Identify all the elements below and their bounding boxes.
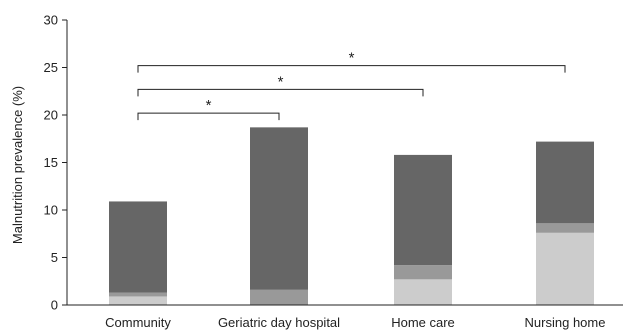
y-tick-label: 30: [44, 13, 58, 28]
bar-segment: [536, 141, 594, 224]
bar-segment: [250, 289, 308, 305]
significance-star: *: [278, 73, 284, 90]
bar-segment: [394, 154, 452, 266]
y-tick-label: 20: [44, 108, 58, 123]
bar-segment: [394, 279, 452, 305]
bar-segment: [536, 223, 594, 233]
bar-segment: [536, 232, 594, 305]
bars-layer: [109, 127, 594, 305]
bar-segment: [394, 265, 452, 280]
y-tick-label: 5: [51, 250, 58, 265]
axes-layer: 0 5 10 15 20 25 30 Community Geriatric day hospi…: [44, 13, 623, 330]
bar-segment: [109, 292, 167, 297]
x-tick-label: Community: [105, 315, 171, 330]
significance-star: *: [206, 97, 212, 114]
bar-segment: [109, 296, 167, 305]
significance-bracket: [137, 88, 424, 97]
significance-star: *: [349, 50, 355, 67]
y-tick-label: 10: [44, 203, 58, 218]
bar-segment: [109, 201, 167, 293]
significance-bracket: [137, 112, 280, 121]
y-tick-label: 15: [44, 155, 58, 170]
x-tick-label: Home care: [391, 315, 455, 330]
x-tick-label: Geriatric day hospital: [218, 315, 340, 330]
y-axis-label: Malnutrition prevalence (%): [10, 86, 25, 244]
bar-segment: [250, 127, 308, 290]
significance-bracket: [137, 65, 566, 73]
x-tick-label: Nursing home: [525, 315, 606, 330]
significance-layer: * * *: [137, 50, 566, 121]
y-tick-label: 0: [51, 298, 58, 313]
y-tick-label: 25: [44, 60, 58, 75]
